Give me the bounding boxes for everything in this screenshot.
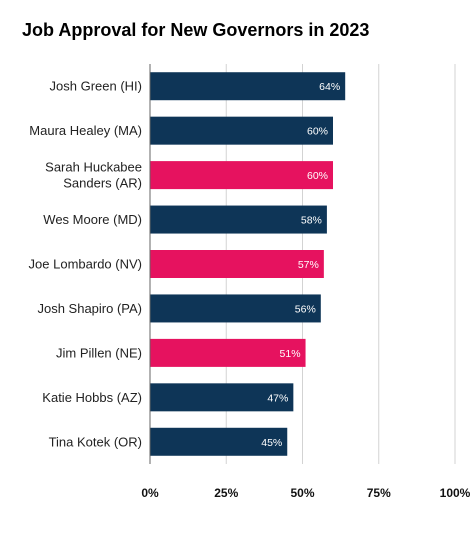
x-tick-label: 50% <box>290 486 314 500</box>
bars: 64% 60% 60% 58% 57% 56% 51% 47% 45% <box>150 72 346 456</box>
category-label-line: Wes Moore (MD) <box>43 212 142 227</box>
bar <box>150 294 321 323</box>
category-label: Wes Moore (MD) <box>43 212 142 227</box>
bar <box>150 161 333 190</box>
bar <box>150 383 294 412</box>
category-label-line: Josh Green (HI) <box>50 79 142 94</box>
category-label: Katie Hobbs (AZ) <box>42 390 142 405</box>
bar-value-label: 51% <box>280 348 301 360</box>
chart-title: Job Approval for New Governors in 2023 <box>22 20 370 40</box>
category-label: Tina Kotek (OR) <box>49 434 142 449</box>
bar-value-label: 57% <box>298 259 319 271</box>
category-label-line: Katie Hobbs (AZ) <box>42 390 142 405</box>
category-labels: Josh Green (HI) Maura Healey (MA) Sarah Hu… <box>29 79 142 450</box>
category-label: Joe Lombardo (NV) <box>29 257 142 272</box>
bar <box>150 427 288 456</box>
x-tick-label: 75% <box>367 486 391 500</box>
x-tick-label: 0% <box>141 486 159 500</box>
bar-value-label: 60% <box>307 126 328 138</box>
category-label: Josh Shapiro (PA) <box>37 301 142 316</box>
bar-value-label: 64% <box>319 81 340 93</box>
bar <box>150 116 333 145</box>
category-label-line: Tina Kotek (OR) <box>49 434 142 449</box>
category-label-line: Maura Healey (MA) <box>29 123 142 138</box>
category-label-line: Jim Pillen (NE) <box>56 345 142 360</box>
bar-value-label: 45% <box>261 437 282 449</box>
bar <box>150 250 324 278</box>
category-label-line: Josh Shapiro (PA) <box>37 301 142 316</box>
category-label: Sarah Huckabee Sanders (AR) <box>45 160 142 191</box>
x-tick-label: 25% <box>214 486 238 500</box>
x-axis-ticks: 0% 25% 50% 75% 100% <box>141 486 470 500</box>
category-label-line: Joe Lombardo (NV) <box>29 257 142 272</box>
bar <box>150 338 306 367</box>
bar <box>150 72 346 101</box>
bar <box>150 205 327 234</box>
category-label-line: Sarah Huckabee <box>45 160 142 175</box>
category-label-line: Sanders (AR) <box>63 176 142 191</box>
bar-value-label: 58% <box>301 215 322 227</box>
x-tick-label: 100% <box>440 486 471 500</box>
category-label: Josh Green (HI) <box>50 79 142 94</box>
category-label: Jim Pillen (NE) <box>56 345 142 360</box>
bar-value-label: 56% <box>295 303 316 315</box>
category-label: Maura Healey (MA) <box>29 123 142 138</box>
bar-value-label: 47% <box>267 392 288 404</box>
bar-value-label: 60% <box>307 170 328 182</box>
